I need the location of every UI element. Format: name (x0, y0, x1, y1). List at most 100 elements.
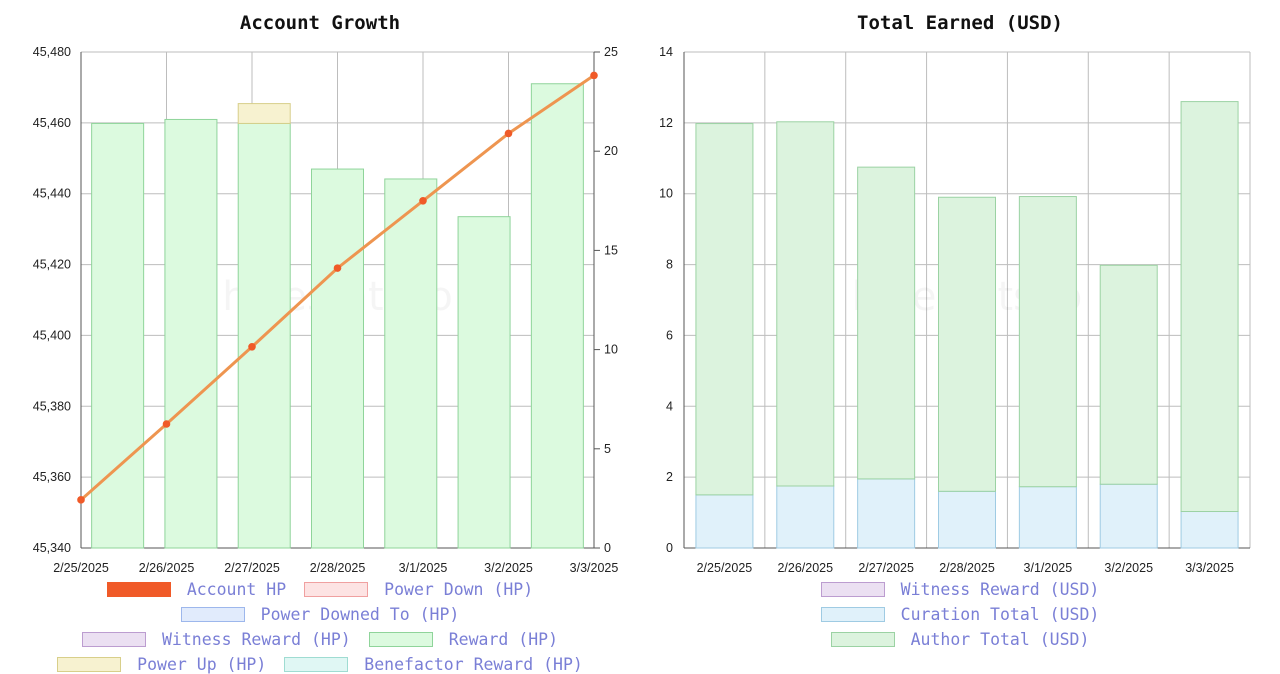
author-total-usd-bar (857, 166, 916, 480)
legend-swatch (106, 582, 171, 597)
legend-row: Power Up (HP) Benefactor Reward (HP) (0, 655, 640, 674)
chart-title: Total Earned (USD) (857, 12, 1063, 34)
y-tick-label: 6 (666, 328, 673, 342)
author-total-usd-bar (1018, 196, 1077, 488)
legend-swatch (820, 582, 885, 597)
y-left-tick-label: 45,440 (33, 187, 71, 201)
y-left-tick-label: 45,460 (33, 116, 71, 130)
account-hp-point (77, 496, 85, 504)
y-tick-label: 12 (659, 116, 673, 130)
x-tick-label: 3/2/2025 (484, 561, 533, 575)
y-right-tick-label: 15 (604, 243, 618, 257)
account-hp-point (504, 129, 513, 138)
author-total-usd-bar (695, 123, 754, 496)
legend-swatch (284, 657, 349, 672)
curation-total-usd-bar (776, 485, 835, 549)
y-right-tick-label: 0 (604, 541, 611, 555)
x-tick-label: 2/28/2025 (310, 561, 366, 575)
reward-hp-bar (164, 118, 218, 549)
y-tick-label: 2 (666, 470, 673, 484)
legend-row: Witness Reward (HP) Reward (HP) (0, 630, 640, 649)
chart-title: Account Growth (239, 12, 401, 34)
x-tick-label: 2/25/2025 (697, 561, 753, 575)
legend-item[interactable]: Reward (HP) (368, 630, 559, 649)
x-tick-label: 2/27/2025 (224, 561, 280, 575)
author-total-usd-bar (1099, 264, 1158, 485)
legend-label: Account HP (186, 580, 287, 599)
legend-label: Witness Reward (HP) (161, 630, 351, 649)
y-tick-label: 14 (659, 45, 673, 59)
legend-label: Power Down (HP) (384, 580, 534, 599)
legend-label: Curation Total (USD) (900, 605, 1100, 624)
account-hp-point (333, 264, 342, 272)
reward-hp-bar (384, 178, 438, 549)
x-tick-label: 3/2/2025 (1104, 561, 1153, 575)
y-tick-label: 10 (659, 187, 673, 201)
y-right-tick-label: 25 (604, 45, 618, 59)
legend-label: Power Downed To (HP) (260, 605, 460, 624)
account-hp-point (162, 420, 171, 428)
legend-item[interactable]: Power Downed To (HP) (180, 605, 460, 624)
curation-total-usd-bar (695, 494, 754, 549)
x-tick-label: 2/26/2025 (777, 561, 833, 575)
legend-swatch (81, 632, 146, 647)
y-tick-label: 4 (666, 399, 673, 413)
legend-row: Power Downed To (HP) (0, 605, 640, 624)
x-tick-label: 2/26/2025 (139, 561, 195, 575)
account-hp-point (248, 342, 256, 351)
curation-total-usd-bar (1018, 486, 1077, 549)
legend-swatch (304, 582, 369, 597)
x-tick-label: 3/3/2025 (1185, 561, 1234, 575)
reward-hp-bar (457, 216, 511, 549)
x-tick-label: 3/3/2025 (570, 561, 619, 575)
legend-item[interactable]: Curation Total (USD) (820, 605, 1100, 624)
curation-total-usd-bar (1099, 483, 1158, 549)
legend-row: Account HP Power Down (HP) (0, 580, 640, 599)
legend-item[interactable]: Witness Reward (USD) (820, 580, 1100, 599)
x-tick-label: 3/1/2025 (399, 561, 448, 575)
legend-item[interactable]: Account HP (106, 580, 287, 599)
reward-hp-bar (530, 83, 584, 549)
author-total-usd-bar (938, 196, 996, 492)
legend-label: Reward (HP) (448, 630, 559, 649)
legend-item[interactable]: Benefactor Reward (HP) (284, 655, 583, 674)
legend-item[interactable]: Witness Reward (HP) (81, 630, 351, 649)
x-tick-label: 2/28/2025 (939, 561, 995, 575)
legend-label: Power Up (HP) (137, 655, 267, 674)
legend-row: Curation Total (USD) (640, 605, 1280, 624)
y-left-tick-label: 45,420 (33, 258, 71, 272)
legend-label: Benefactor Reward (HP) (364, 655, 583, 674)
legend-swatch (830, 632, 895, 647)
x-tick-label: 3/1/2025 (1024, 561, 1073, 575)
legend-item[interactable]: Author Total (USD) (830, 630, 1090, 649)
y-left-tick-label: 45,340 (33, 541, 71, 555)
y-left-tick-label: 45,380 (33, 399, 71, 413)
curation-total-usd-bar (1180, 511, 1239, 549)
author-total-usd-bar (1180, 101, 1239, 513)
reward-hp-bar (311, 168, 364, 549)
legend-row: Author Total (USD) (640, 630, 1280, 649)
account-hp-point (590, 71, 598, 80)
legend-swatch (820, 607, 885, 622)
legend-label: Witness Reward (USD) (900, 580, 1100, 599)
curation-total-usd-bar (857, 478, 916, 549)
legend-item[interactable]: Power Up (HP) (57, 655, 266, 674)
author-total-usd-bar (776, 121, 835, 487)
total-earned-chart: 02468101214hivestats.io2/25/20252/26/202… (659, 45, 1251, 575)
account-growth-chart: 45,340 45,360 45,380 45,400 45,420 45,440 45,4… (33, 45, 619, 575)
legend-item[interactable]: Power Down (HP) (304, 580, 533, 599)
y-right-tick-label: 5 (604, 442, 611, 456)
legend-label: Author Total (USD) (910, 630, 1090, 649)
y-left-tick-label: 45,400 (33, 328, 71, 342)
x-tick-label: 2/25/2025 (53, 561, 109, 575)
curation-total-usd-bar (938, 490, 996, 549)
y-tick-label: 8 (666, 258, 673, 272)
y-tick-label: 0 (666, 541, 673, 555)
account-growth-panel: Account Growth 45,340 45,360 45,380 45,400 4… (0, 0, 640, 674)
account-hp-point (419, 197, 427, 205)
legend-swatch (57, 657, 122, 672)
power-up-hp-bar (237, 103, 291, 124)
total-earned-panel: Total Earned (USD) 02468101214hivestats.… (640, 0, 1280, 666)
y-left-tick-label: 45,360 (33, 470, 71, 484)
y-left-tick-label: 45,480 (33, 45, 71, 59)
